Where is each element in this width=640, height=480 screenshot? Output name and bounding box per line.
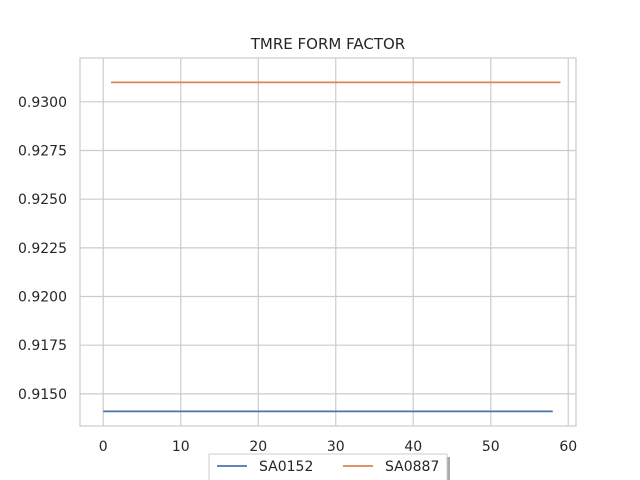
y-tick-label: 0.9200 xyxy=(18,290,67,306)
x-tick-label: 60 xyxy=(559,439,577,455)
chart-title: TMRE FORM FACTOR xyxy=(250,35,405,53)
plot-frame xyxy=(79,57,577,427)
series-lines xyxy=(103,81,561,413)
x-axis: 0 10 20 30 40 50 60 xyxy=(99,439,577,455)
y-tick-label: 0.9225 xyxy=(18,241,67,257)
legend-label-sa0887: SA0887 xyxy=(385,459,439,475)
plot-area xyxy=(80,58,576,426)
legend-label-sa0152: SA0152 xyxy=(259,459,313,475)
legend: SA0152 SA0887 xyxy=(208,453,450,480)
x-tick-label: 50 xyxy=(482,439,500,455)
legend-items: SA0152 SA0887 xyxy=(217,459,439,475)
x-tick-label: 30 xyxy=(327,439,345,455)
y-tick-label: 0.9275 xyxy=(18,143,67,159)
y-tick-label: 0.9150 xyxy=(18,387,67,403)
x-tick-label: 10 xyxy=(172,439,190,455)
legend-box xyxy=(208,453,448,480)
y-tick-label: 0.9300 xyxy=(18,95,67,111)
y-axis: 0.9150 0.9175 0.9200 0.9225 0.9250 0.9275 0.93… xyxy=(18,95,67,403)
y-tick-label: 0.9175 xyxy=(18,338,67,354)
grid xyxy=(80,58,576,426)
x-tick-label: 20 xyxy=(249,439,267,455)
y-tick-label: 0.9250 xyxy=(18,192,67,208)
x-tick-label: 40 xyxy=(404,439,422,455)
x-tick-label: 0 xyxy=(99,439,108,455)
